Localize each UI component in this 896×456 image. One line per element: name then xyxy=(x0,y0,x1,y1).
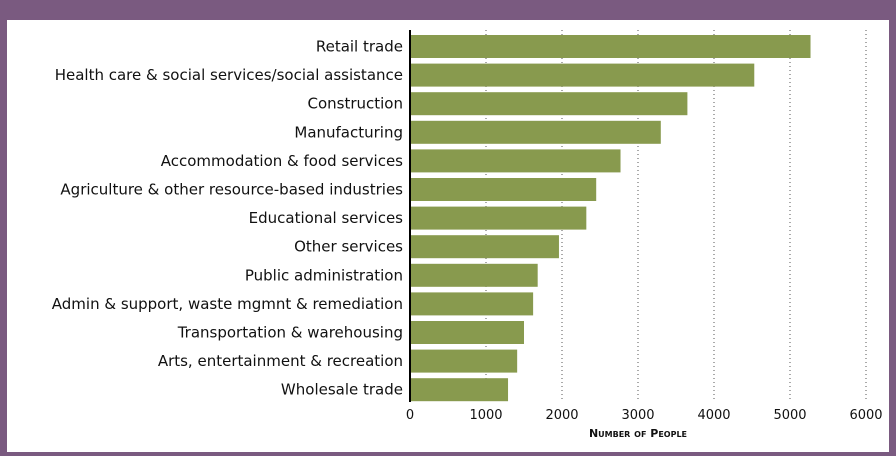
chart-panel: Retail trade Health care & social service… xyxy=(7,20,889,452)
bar xyxy=(410,63,755,87)
bar xyxy=(410,349,518,373)
bar xyxy=(410,149,621,173)
x-tick-label: 5000 xyxy=(773,408,806,423)
x-tick-label: 3000 xyxy=(621,408,654,423)
category-label: Accommodation & food services xyxy=(161,152,403,170)
bar-chart: Retail trade Health care & social service… xyxy=(52,30,883,440)
bar xyxy=(410,235,559,259)
bar xyxy=(410,178,597,201)
category-label: Wholesale trade xyxy=(281,381,403,399)
bar xyxy=(410,378,509,402)
bar xyxy=(410,35,811,58)
category-label: Transportation & warehousing xyxy=(177,324,403,342)
x-tick-labels: 0 1000 2000 3000 4000 5000 6000 xyxy=(406,408,883,423)
category-label: Construction xyxy=(307,95,403,113)
category-label: Manufacturing xyxy=(294,123,403,141)
category-label: Retail trade xyxy=(316,38,403,56)
bar xyxy=(410,263,538,287)
category-label: Other services xyxy=(294,238,403,256)
x-tick-label: 6000 xyxy=(849,408,882,423)
bar xyxy=(410,120,661,144)
x-tick-label: 4000 xyxy=(697,408,730,423)
category-label: Agriculture & other resource-based indus… xyxy=(60,181,403,199)
category-label: Educational services xyxy=(249,209,404,227)
bar xyxy=(410,206,587,230)
category-label: Admin & support, waste mgmnt & remediati… xyxy=(52,295,403,313)
category-labels: Retail trade Health care & social service… xyxy=(52,38,403,399)
bars xyxy=(410,35,811,402)
bar xyxy=(410,292,534,316)
category-label: Public administration xyxy=(245,266,403,284)
x-axis-label: Number of People xyxy=(589,427,687,440)
bar xyxy=(410,321,524,344)
category-label: Arts, entertainment & recreation xyxy=(158,352,403,370)
x-tick-label: 0 xyxy=(406,408,414,423)
x-tick-label: 1000 xyxy=(469,408,502,423)
x-tick-label: 2000 xyxy=(545,408,578,423)
category-label: Health care & social services/social ass… xyxy=(55,66,403,84)
bar xyxy=(410,92,688,116)
